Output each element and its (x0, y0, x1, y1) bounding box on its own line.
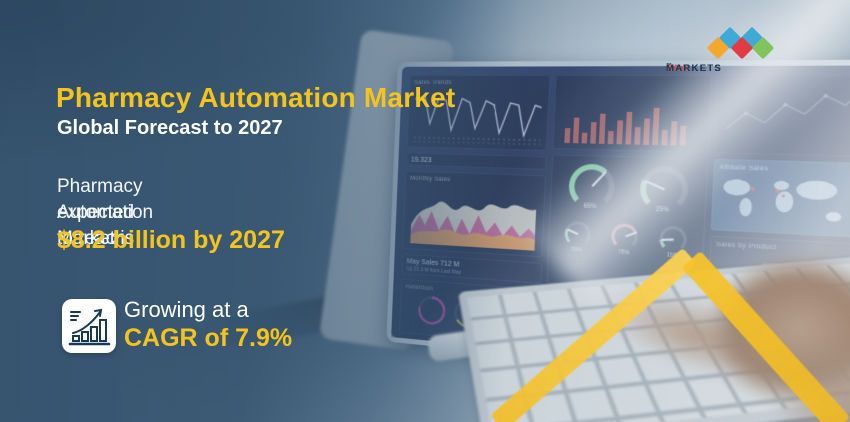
page-title: Pharmacy Automation Market (56, 82, 456, 113)
corner-vignette (0, 0, 383, 169)
trademark: ™ (666, 63, 672, 69)
growth-chart-icon-svg (68, 308, 111, 346)
page-subtitle: Global Forecast to 2027 (57, 117, 283, 139)
body-line-2: expected to reach (57, 202, 135, 249)
growth-chart-icon (62, 299, 116, 353)
market-value-highlight: $8.2 billion by 2027 (57, 226, 285, 254)
body-line-1: Pharmacy Automation Market is (57, 176, 154, 249)
marketsandmarkets-logo: MARKETS AND MARKETS ™ (660, 16, 838, 80)
logo-text: MARKETS AND MARKETS ™ (666, 63, 723, 74)
growth-value: CAGR of 7.9% (124, 324, 293, 352)
growth-prefix: Growing at a (124, 297, 249, 322)
